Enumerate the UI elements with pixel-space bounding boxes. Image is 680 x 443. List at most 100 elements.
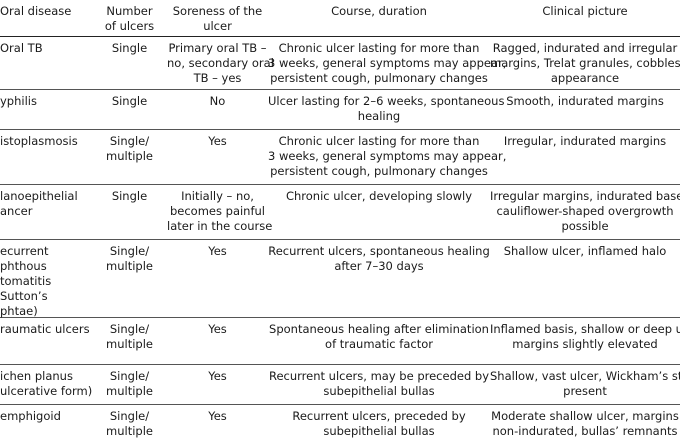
cell-text: Recurrent ulcers, may be preceded by (268, 369, 490, 383)
table-row: ecurrent phthous tomatitis Sutton’s phtae) Si… (0, 240, 680, 318)
cell-text: of traumatic factor (325, 337, 433, 351)
table-cell: emphigoid (0, 409, 92, 424)
cell-text: emphigoid (0, 409, 61, 423)
cell-text: Single (111, 41, 148, 55)
cell-text: Yes (208, 369, 227, 383)
table-cell: Inflamed basis, shallow or deep ulce marg… (490, 322, 680, 352)
cell-text: Clinical picture (542, 4, 628, 18)
cell-text: after 7–30 days (334, 259, 424, 273)
table-row: yphilis Single No Ulcer lasting for 2–6 wee… (0, 90, 680, 130)
table-cell: ecurrent phthous tomatitis Sutton’s phtae) (0, 244, 92, 319)
table-cell: Initially – no, becomes painful later in t… (167, 189, 273, 234)
table-cell: Shallow, vast ulcer, Wickham’s striaepre… (490, 369, 680, 399)
cell-text: Chronic ulcer, developing slowly (285, 189, 473, 203)
table-cell: Recurrent ulcers, preceded by subepitheli… (268, 409, 490, 439)
table-cell: Irregular, indurated margins (490, 134, 680, 149)
table-cell: Yes (167, 322, 268, 337)
cell-text: Yes (208, 134, 227, 148)
cell-text: Ragged, indurated and irregular (492, 41, 678, 55)
cell-text: Recurrent ulcers, preceded by (292, 409, 466, 423)
table-cell: Single (92, 41, 167, 56)
table-cell: Smooth, indurated margins (490, 94, 680, 109)
cell-text: tomatitis (0, 274, 52, 288)
header-cell: Oral disease (0, 4, 92, 19)
cell-text: yphilis (0, 94, 37, 108)
cell-text: Chronic ulcer lasting for more than (278, 41, 480, 55)
header-cell: Clinical picture (490, 4, 680, 19)
header-cell: Number of ulcers (92, 4, 167, 34)
cell-text: Single (111, 189, 148, 203)
cell-text: Chronic ulcer lasting for more than (278, 134, 480, 148)
table-cell: Recurrent ulcers, spontaneous healing aft… (268, 244, 490, 274)
table-cell: Ulcer lasting for 2–6 weeks, spontaneous… (268, 94, 505, 124)
cell-text: Spontaneous healing after elimination (269, 322, 489, 336)
cell-text: of ulcers (104, 19, 155, 33)
cell-text: multiple (106, 384, 153, 398)
cell-text: Irregular margins, indurated base, (490, 189, 680, 203)
cell-text: Smooth, indurated margins (506, 94, 664, 108)
cell-text: Inflamed basis, shallow or deep ulce (490, 322, 680, 336)
table-cell: Chronic ulcer lasting for more than 3 wee… (268, 134, 507, 179)
table-cell: Moderate shallow ulcer, margins non-indur… (490, 409, 680, 439)
cell-text: non-indurated, bullas’ remnants (492, 424, 678, 438)
cell-text: 3 weeks, general symptoms may appear, (268, 56, 507, 70)
cell-text: present (563, 384, 607, 398)
cell-text: persistent cough, pulmonary changes (270, 71, 488, 85)
table-cell: Single/multiple (92, 369, 167, 399)
cell-text: ichen planus (0, 369, 73, 383)
header-cell: Course, duration (268, 4, 490, 19)
cell-text: multiple (106, 259, 153, 273)
cell-text: becomes painful (169, 204, 266, 218)
cell-text: Yes (208, 244, 227, 258)
cell-text: multiple (106, 424, 153, 438)
cell-text: Oral TB (0, 41, 43, 55)
cell-text: margins slightly elevated (512, 337, 658, 351)
cell-text: Recurrent ulcers, spontaneous healing (268, 244, 490, 258)
table-cell: Single/multiple (92, 409, 167, 439)
cell-text: Number (106, 4, 153, 18)
table-cell: raumatic ulcers (0, 322, 92, 337)
cell-text: multiple (106, 337, 153, 351)
cell-text: Ulcer lasting for 2–6 weeks, spontaneous (268, 94, 505, 108)
cell-text: multiple (106, 149, 153, 163)
cell-text: Single/ (109, 244, 150, 258)
cell-text: no, secondary oral (167, 56, 274, 70)
cell-text: ancer (0, 204, 33, 218)
table-cell: Recurrent ulcers, may be preceded by sube… (268, 369, 490, 399)
cell-text: istoplasmosis (0, 134, 78, 148)
table-cell: Chronic ulcer, developing slowly (268, 189, 490, 204)
cell-text: Oral disease (0, 4, 72, 18)
cell-text: later in the course (167, 219, 273, 233)
table-row: lanoepithelial ancer Single Initially – no,… (0, 185, 680, 240)
table-cell: Single (92, 189, 167, 204)
cell-text: phthous (0, 259, 47, 273)
table-cell: lanoepithelial ancer (0, 189, 92, 219)
cell-text: Shallow, vast ulcer, Wickham’s striae (490, 369, 680, 383)
table-row: Oral TB Single Primary oral TB – no, second… (0, 37, 680, 90)
table-cell: Spontaneous healing after elimination of … (268, 322, 490, 352)
cell-text: Single/ (109, 409, 150, 423)
cell-text: Sutton’s (0, 289, 48, 303)
table-cell: Single/multiple (92, 244, 167, 274)
table-row: istoplasmosis Single/multiple Yes Chronic u… (0, 130, 680, 185)
cell-text: appearance (550, 71, 620, 85)
cell-text: 3 weeks, general symptoms may appear, (268, 149, 507, 163)
table-row: raumatic ulcers Single/multiple Yes Spontan… (0, 318, 680, 365)
cell-text: Yes (208, 409, 227, 423)
table-cell: Ragged, indurated and irregular margins, … (490, 41, 680, 86)
table-cell: yphilis (0, 94, 92, 109)
table-cell: Chronic ulcer lasting for more than 3 wee… (268, 41, 507, 86)
cell-text: Shallow ulcer, inflamed halo (503, 244, 667, 258)
cell-text: Moderate shallow ulcer, margins (491, 409, 679, 423)
cell-text: TB – yes (193, 71, 242, 85)
header-cell: Soreness of the ulcer (167, 4, 268, 34)
table-cell: istoplasmosis (0, 134, 92, 149)
cell-text: Initially – no, (181, 189, 254, 203)
table-cell: Shallow ulcer, inflamed halo (490, 244, 680, 259)
cell-text: Irregular, indurated margins (503, 134, 667, 148)
cell-text: Single/ (109, 369, 150, 383)
cell-text: cauliflower-shaped overgrowth (496, 204, 674, 218)
cell-text: margins, Trelat granules, cobblestone (490, 56, 680, 70)
cell-text: Soreness of the (172, 4, 263, 18)
table-cell: Yes (167, 134, 268, 149)
